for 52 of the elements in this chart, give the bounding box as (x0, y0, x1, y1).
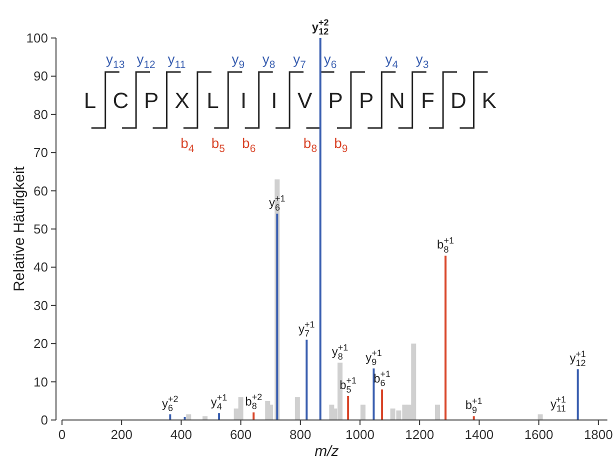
x-tick-label: 1200 (405, 427, 434, 442)
annotation: y$_{9}$ (232, 51, 245, 72)
bar (444, 256, 447, 420)
bar (381, 389, 384, 420)
y-tick-label: 20 (34, 336, 48, 352)
annotation: y$_{6}$ (324, 51, 337, 72)
annotation: y$_{12}$ (136, 51, 156, 72)
x-tick-label: 1400 (464, 427, 494, 442)
annotation: y$_{4}$ (385, 51, 398, 72)
y-tick-label: 50 (34, 222, 48, 236)
annotation: y$_{11}$ (168, 51, 186, 72)
bar (434, 404, 440, 420)
y-tick-label: 60 (34, 183, 48, 198)
y-tick-label: 70 (34, 145, 48, 160)
annotation: b$_{4}$ (180, 135, 194, 156)
bar (472, 416, 475, 420)
bar (294, 397, 300, 420)
x-tick-label: 1800 (584, 427, 613, 442)
x-tick-label: 200 (110, 427, 132, 442)
y-tick-label: 90 (34, 68, 48, 84)
bar (218, 413, 220, 420)
y-axis-title: Relative Häufigkeit (11, 166, 28, 292)
x-tick-label: 800 (290, 427, 312, 442)
annotation: y$_{3}$ (416, 51, 429, 72)
y-tick-label: 80 (34, 106, 48, 122)
x-axis-title: m/z (314, 443, 340, 460)
y-tick-label: 30 (34, 298, 48, 313)
bar (372, 368, 375, 420)
annotation: b$_{5}$ (211, 135, 226, 156)
annotation: y$_{13}$ (106, 51, 125, 72)
bar (252, 412, 255, 420)
y-tick-label: 0 (40, 412, 48, 428)
annotation: b$_{8}$ (303, 135, 318, 156)
x-tick-label: 1600 (524, 427, 554, 442)
x-tick-label: 400 (170, 427, 192, 442)
y-tick-label: 100 (26, 30, 48, 46)
bar (202, 416, 208, 420)
annotation: b$_{9}$ (334, 135, 348, 156)
bar (360, 404, 366, 420)
bar (276, 214, 278, 420)
bar (306, 340, 308, 420)
x-tick-label: 0 (58, 427, 66, 442)
annotation: y$_{8}$ (262, 51, 276, 72)
x-tick-label: 600 (230, 427, 252, 442)
annotation: y$_{7}$ (293, 51, 306, 72)
annotation: b$_{6}$ (242, 135, 256, 156)
y-tick-label: 10 (34, 374, 48, 390)
y-tick-label: 40 (34, 260, 48, 275)
bar (576, 369, 579, 420)
bar (238, 397, 244, 420)
x-tick-label: 1000 (346, 427, 374, 442)
bar (347, 396, 350, 420)
